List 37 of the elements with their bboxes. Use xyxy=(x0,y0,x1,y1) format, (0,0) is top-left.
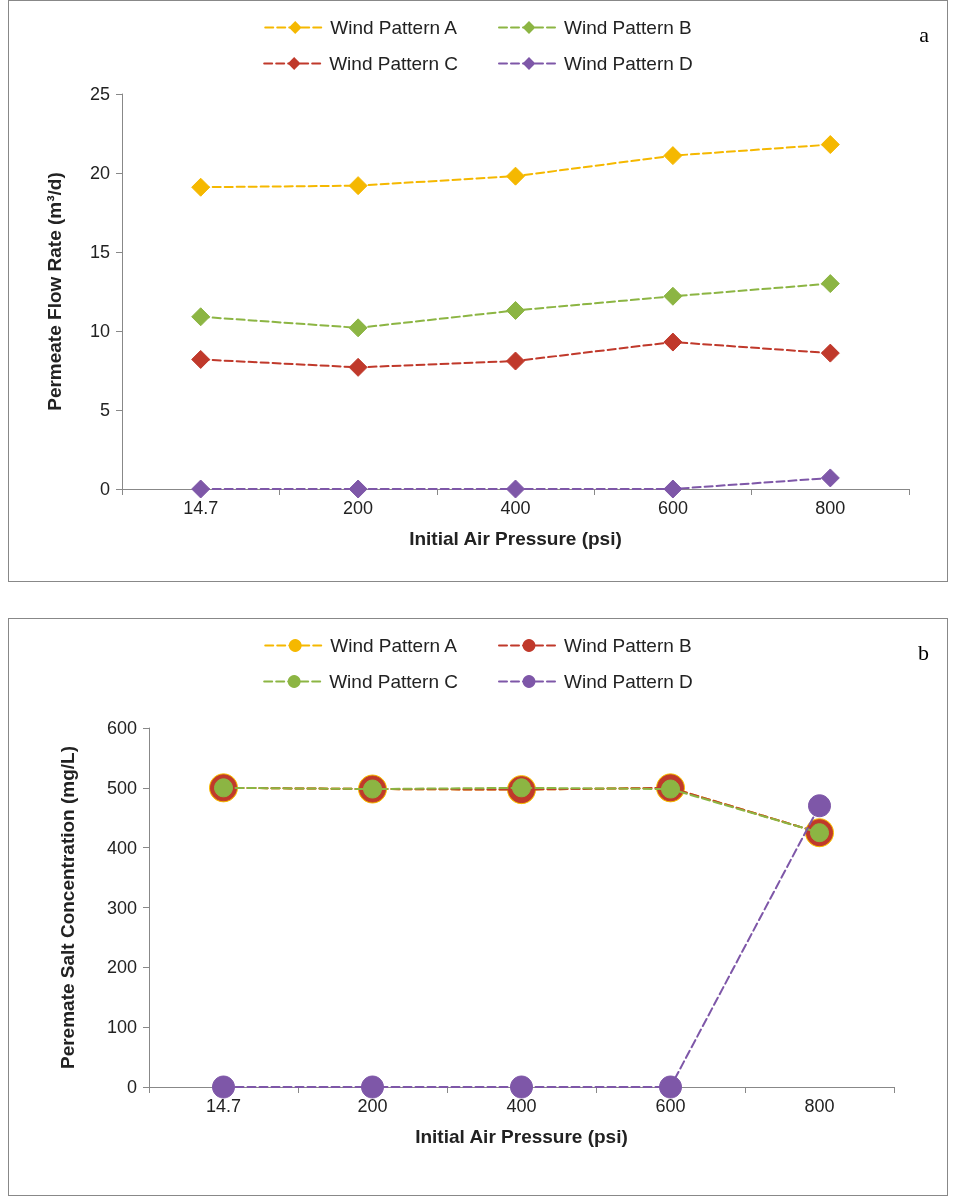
legend-label: Wind Pattern A xyxy=(330,635,458,656)
x-tick-label: 400 xyxy=(506,1096,537,1116)
legend-label: Wind Pattern C xyxy=(329,671,458,692)
x-tick-label: 800 xyxy=(815,498,846,518)
x-tick-label: 14.7 xyxy=(205,1096,242,1116)
y-tick-label: 0 xyxy=(99,479,110,499)
y-axis-title: Permeate Flow Rate (m³/d) xyxy=(44,172,65,411)
y-tick-label: 25 xyxy=(89,84,110,104)
y-tick-label: 100 xyxy=(106,1017,137,1038)
y-tick-label: 300 xyxy=(106,897,137,918)
legend-label: Wind Pattern B xyxy=(564,17,692,38)
y-tick-label: 20 xyxy=(89,163,110,183)
x-tick-label: 400 xyxy=(500,498,531,518)
x-tick-label: 200 xyxy=(343,498,374,518)
x-tick-label: 14.7 xyxy=(183,498,219,518)
legend-label: Wind Pattern C xyxy=(329,53,458,74)
y-tick-label: 10 xyxy=(89,321,110,341)
x-tick-label: 800 xyxy=(804,1096,835,1116)
legend-label: Wind Pattern A xyxy=(330,17,458,38)
text: b xyxy=(918,639,929,665)
x-axis-title: Initial Air Pressure (psi) xyxy=(409,528,622,549)
x-tick-label: 600 xyxy=(657,498,688,518)
y-tick-label: 0 xyxy=(126,1077,137,1097)
y-tick-label: 5 xyxy=(99,400,110,420)
y-tick-label: 600 xyxy=(106,718,137,738)
y-axis-title: Peremate Salt Concentration (mg/L) xyxy=(57,745,78,1070)
text: a xyxy=(919,21,930,47)
x-tick-label: 600 xyxy=(655,1096,686,1116)
legend-label: Wind Pattern B xyxy=(564,635,692,656)
y-tick-label: 200 xyxy=(106,957,137,978)
y-tick-label: 500 xyxy=(106,777,137,798)
y-tick-label: 400 xyxy=(106,837,137,858)
x-tick-label: 200 xyxy=(357,1096,388,1116)
y-tick-label: 15 xyxy=(89,242,110,262)
legend-label: Wind Pattern D xyxy=(564,53,693,74)
x-axis-title: Initial Air Pressure (psi) xyxy=(415,1126,628,1147)
legend-label: Wind Pattern D xyxy=(564,671,693,692)
